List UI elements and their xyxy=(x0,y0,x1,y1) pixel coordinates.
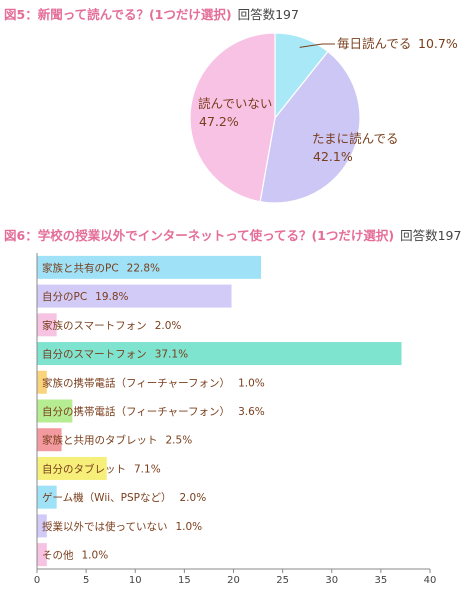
x-tick-label-8: 40 xyxy=(424,575,437,586)
x-tick-label-2: 10 xyxy=(129,575,142,586)
pie-value-2: 47.2% xyxy=(199,114,239,129)
pie-label-2: 読んでいない xyxy=(198,96,272,111)
pie-value-1: 42.1% xyxy=(313,149,353,164)
bar-label-1: 自分のPC xyxy=(42,290,87,303)
bar-label-10: その他 xyxy=(42,549,74,562)
x-tick-label-6: 30 xyxy=(325,575,338,586)
bar-label-2: 家族のスマートフォン xyxy=(42,319,147,332)
bar-value-6: 2.5% xyxy=(166,435,193,447)
pie-slice-2 xyxy=(189,32,276,203)
bar-label-4: 家族の携帯電話（フィーチャーフォン） xyxy=(42,376,230,389)
bar-6 xyxy=(37,428,62,452)
bar-5 xyxy=(37,399,73,423)
x-tick-label-3: 15 xyxy=(178,575,191,586)
bar-label-6: 家族と共用のタブレット xyxy=(42,434,158,447)
bar-value-1: 19.8% xyxy=(95,291,128,303)
pie-leader-line-0 xyxy=(299,43,323,48)
bar-value-10: 1.0% xyxy=(82,550,109,562)
x-tick-label-4: 20 xyxy=(227,575,240,586)
pie-slice-1 xyxy=(259,50,361,204)
bar-label-7: 自分のタブレット xyxy=(42,462,126,475)
bar-value-2: 2.0% xyxy=(155,320,182,332)
bar-value-5: 3.6% xyxy=(238,406,265,418)
bar-3 xyxy=(37,342,402,366)
bar-value-9: 1.0% xyxy=(175,521,202,533)
bar-label-5: 自分の携帯電話（フィーチャーフォン） xyxy=(42,405,230,418)
bar-value-3: 37.1% xyxy=(155,349,188,361)
bar-value-4: 1.0% xyxy=(238,377,265,389)
pie-label-1: たまに読んでる xyxy=(312,131,399,146)
bar-value-8: 2.0% xyxy=(180,492,207,504)
pie-title: 図5：新聞って読んでる？(1つだけ選択) xyxy=(4,7,232,22)
bar-label-8: ゲーム機（Wii、PSPなど） xyxy=(42,491,172,504)
bar-4 xyxy=(37,370,47,394)
x-tick-label-0: 0 xyxy=(34,575,40,586)
bar-title: 図6：学校の授業以外でインターネットって使ってる？(1つだけ選択) xyxy=(4,228,394,243)
bar-label-9: 授業以外では使っていない xyxy=(42,520,167,533)
pie-response-count: 回答数197 xyxy=(238,7,299,22)
x-tick-label-1: 5 xyxy=(83,575,89,586)
bar-10 xyxy=(37,543,47,567)
x-tick-label-7: 35 xyxy=(375,575,388,586)
bar-label-3: 自分のスマートフォン xyxy=(42,348,147,361)
bar-0 xyxy=(37,255,262,279)
bar-value-7: 7.1% xyxy=(134,463,161,475)
bar-response-count: 回答数197 xyxy=(400,228,461,243)
bar-7 xyxy=(37,456,107,480)
bar-label-0: 家族と共有のPC xyxy=(42,261,119,274)
pie-value-0: 10.7% xyxy=(418,36,458,51)
bar-value-0: 22.8% xyxy=(127,262,160,274)
bar-9 xyxy=(37,514,47,538)
bar-8 xyxy=(37,485,57,509)
pie-label-0: 毎日読んでる xyxy=(337,36,411,51)
bar-1 xyxy=(37,284,232,308)
x-tick-label-5: 25 xyxy=(276,575,289,586)
bar-2 xyxy=(37,313,57,337)
